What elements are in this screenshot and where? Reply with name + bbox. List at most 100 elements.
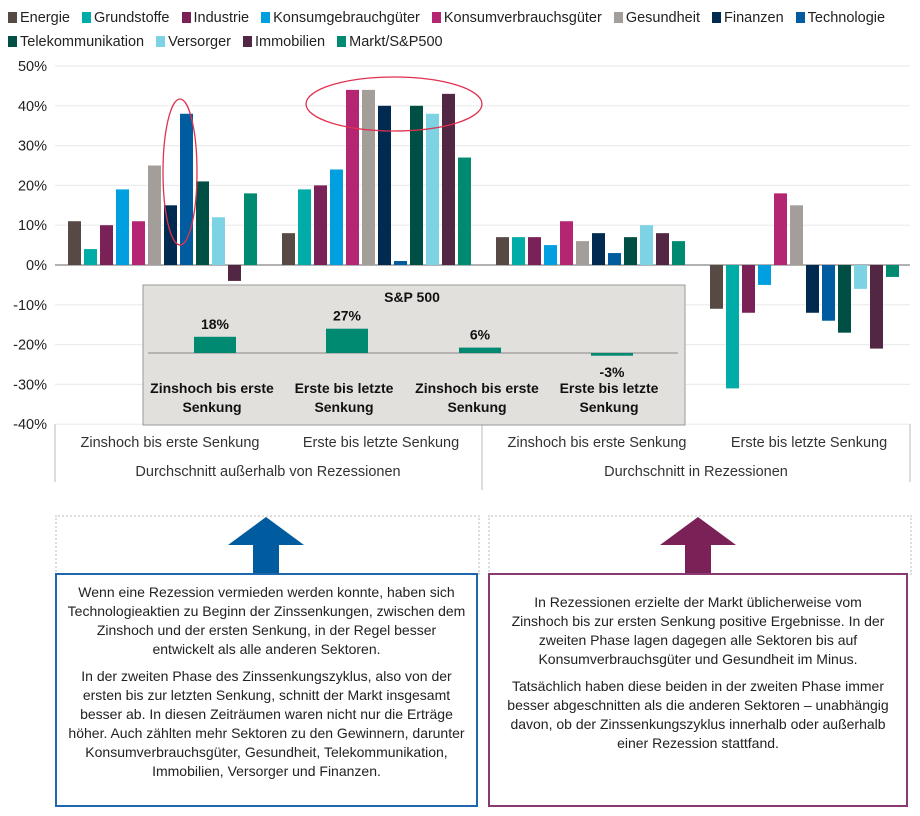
bar-finanzen: [592, 233, 605, 265]
bar-finanzen: [806, 265, 819, 313]
legend-item: Industrie: [181, 6, 250, 30]
legend-swatch: [337, 36, 347, 47]
inset-category-line: Zinshoch bis erste: [415, 380, 539, 396]
bar-telekommunikation: [838, 265, 851, 333]
bar-grundstoffe: [84, 249, 97, 265]
legend-item: Technologie: [795, 6, 886, 30]
legend-label: Konsumgebrauchgüter: [273, 10, 420, 26]
bar-gesundheit: [362, 89, 375, 265]
bar-telekommunikation: [196, 181, 209, 265]
legend-item: Grundstoffe: [81, 6, 170, 30]
bar-technologie: [822, 265, 835, 321]
bar-versorger: [212, 217, 225, 265]
inset-bar: [194, 336, 236, 353]
legend-swatch: [81, 12, 91, 23]
bar-telekommunikation: [410, 105, 423, 265]
bar-markt-s-p500: [886, 265, 899, 277]
legend-label: Gesundheit: [625, 10, 700, 26]
bar-konsumverbrauchsg-ter: [560, 221, 573, 265]
legend-item: Gesundheit: [613, 6, 700, 30]
legend-label: Technologie: [807, 10, 886, 26]
highlight-ellipse: [305, 76, 483, 132]
legend-item: Konsumgebrauchgüter: [261, 6, 420, 30]
bar-industrie: [528, 237, 541, 265]
legend-swatch: [795, 12, 805, 23]
inset-category-line: Senkung: [314, 399, 373, 415]
legend-swatch: [156, 36, 166, 47]
bar-gesundheit: [576, 241, 589, 265]
legend-item: Konsumverbrauchsgüter: [431, 6, 602, 30]
legend-swatch: [8, 12, 17, 23]
legend-swatch: [613, 12, 623, 23]
bar-telekommunikation: [624, 237, 637, 265]
bar-gesundheit: [148, 165, 161, 265]
inset-data-label: 18%: [201, 316, 230, 332]
bar-konsumverbrauchsg-ter: [132, 221, 145, 265]
y-tick-label: -20%: [13, 338, 47, 354]
commentary-paragraph: Wenn eine Rezession vermieden werden kon…: [67, 584, 466, 657]
bar-konsumgebrauchg-ter: [758, 265, 771, 285]
bar-konsumgebrauchg-ter: [544, 245, 557, 265]
bar-energie: [496, 237, 509, 265]
inset-bar: [459, 347, 501, 353]
bar-grundstoffe: [298, 189, 311, 265]
legend-label: Industrie: [193, 10, 250, 26]
inset-category-line: Erste bis letzte: [295, 380, 394, 396]
inset-data-label: -3%: [600, 364, 625, 380]
bar-markt-s-p500: [672, 241, 685, 265]
bar-grundstoffe: [726, 265, 739, 389]
bar-industrie: [100, 225, 113, 265]
bar-versorger: [426, 113, 439, 265]
legend-swatch: [8, 36, 17, 47]
bar-konsumgebrauchg-ter: [330, 169, 343, 265]
y-tick-label: 30%: [18, 139, 47, 155]
x-category-label: Zinshoch bis erste Senkung: [508, 435, 687, 451]
legend-label: Konsumverbrauchsgüter: [443, 10, 602, 26]
legend-item: Energie: [8, 6, 70, 30]
bar-technologie: [394, 261, 407, 265]
commentary-box-outside-recession: Wenn eine Rezession vermieden werden kon…: [55, 573, 478, 807]
bar-konsumverbrauchsg-ter: [346, 89, 359, 265]
bar-technologie: [180, 113, 193, 265]
x-group-label: Durchschnitt außerhalb von Rezessionen: [135, 464, 400, 480]
legend-label: Immobilien: [255, 34, 326, 50]
legend-item: Markt/S&P500: [337, 30, 443, 54]
bar-technologie: [608, 253, 621, 265]
bar-grundstoffe: [512, 237, 525, 265]
legend-swatch: [261, 12, 271, 23]
bar-immobilien: [656, 233, 669, 265]
inset-title: S&P 500: [384, 289, 440, 305]
x-category-label: Erste bis letzte Senkung: [731, 435, 887, 451]
bar-konsumgebrauchg-ter: [116, 189, 129, 265]
legend-label: Versorger: [168, 34, 231, 50]
commentary-paragraph: Tatsächlich haben diese beiden in der zw…: [507, 678, 889, 751]
bar-industrie: [742, 265, 755, 313]
bar-energie: [68, 221, 81, 265]
legend: Energie Grundstoffe Industrie Konsumgebrauc…: [8, 6, 918, 54]
y-tick-label: 40%: [18, 99, 47, 115]
bar-konsumverbrauchsg-ter: [774, 193, 787, 265]
sector-bar-chart: 50% 40% 30% 20% 10% 0% -10% -20% -30% -40% Zinshoc…: [13, 59, 911, 490]
commentary-paragraph: In Rezessionen erzielte der Markt üblich…: [511, 594, 885, 667]
inset-data-label: 27%: [333, 308, 362, 324]
bar-markt-s-p500: [244, 193, 257, 265]
inset-category-line: Senkung: [579, 399, 638, 415]
inset-category-line: Senkung: [447, 399, 506, 415]
inset-bar: [326, 328, 368, 353]
legend-swatch: [243, 36, 252, 47]
bar-energie: [710, 265, 723, 309]
legend-swatch: [431, 12, 441, 23]
arrow-area-right: [488, 515, 912, 575]
arrow-area-left: [55, 515, 480, 575]
legend-label: Telekommunikation: [20, 34, 145, 50]
y-tick-label: 0%: [26, 258, 47, 274]
bar-immobilien: [870, 265, 883, 349]
bar-industrie: [314, 185, 327, 265]
bar-finanzen: [378, 105, 391, 265]
bar-immobilien: [228, 265, 241, 281]
legend-swatch: [712, 12, 721, 23]
y-tick-label: -30%: [13, 377, 47, 393]
bar-versorger: [854, 265, 867, 289]
bar-versorger: [640, 225, 653, 265]
